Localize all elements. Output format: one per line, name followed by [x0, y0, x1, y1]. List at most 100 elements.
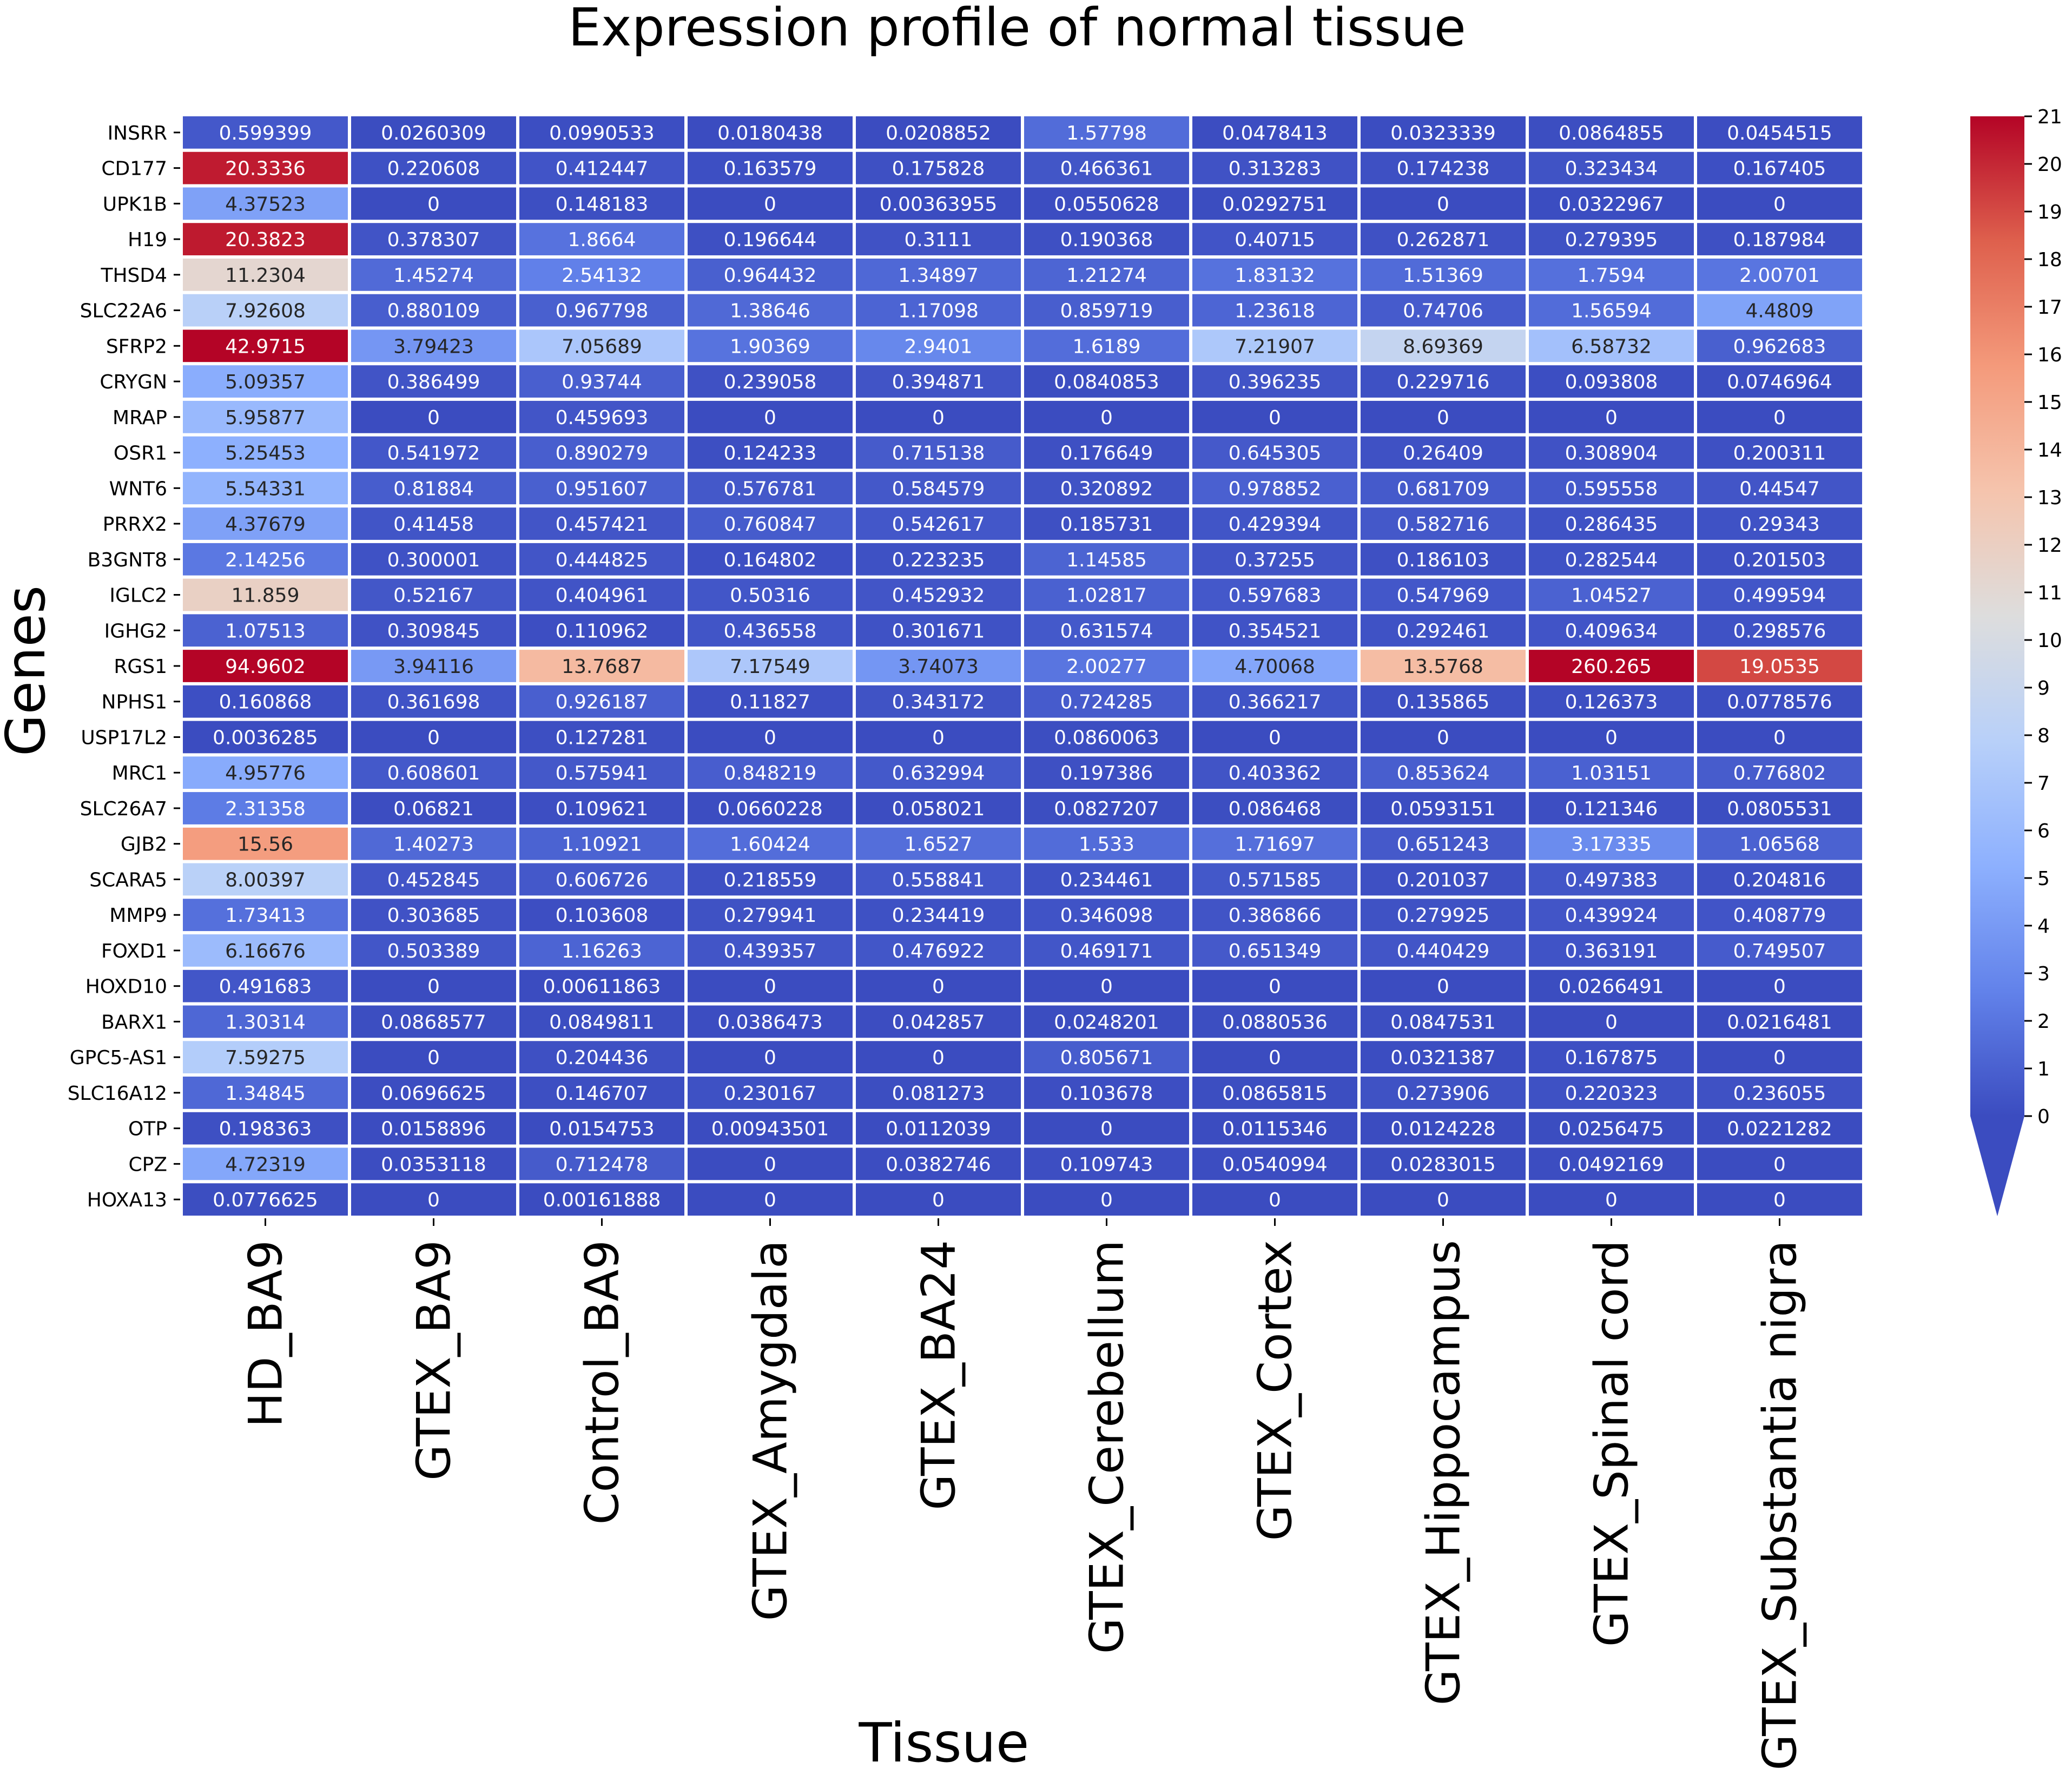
cell-value-label: 0.403362	[1229, 762, 1322, 784]
heatmap-cell	[351, 294, 516, 327]
heatmap-cell	[1697, 507, 1862, 540]
row-label: THSD4	[100, 265, 167, 287]
heatmap-cell	[351, 400, 516, 433]
heatmap-cell	[351, 543, 516, 576]
heatmap-cell	[1361, 756, 1526, 789]
heatmap-cell	[856, 151, 1021, 184]
heatmap-cell	[1697, 1005, 1862, 1038]
cell-value-label: 0.0827207	[1054, 798, 1159, 820]
heatmap-cell	[1361, 792, 1526, 824]
cell-value-label: 0.576781	[724, 478, 817, 500]
cell-value-label: 0.0323339	[1390, 122, 1496, 144]
cell-value-label: 0.651243	[1397, 834, 1490, 856]
heatmap-cell	[1361, 685, 1526, 718]
heatmap-cell	[688, 223, 853, 255]
heatmap-cell	[183, 1077, 348, 1109]
cell-value-label: 0	[427, 1047, 440, 1069]
heatmap-cell	[183, 827, 348, 860]
cell-value-label: 0.632994	[892, 762, 985, 784]
cell-value-label: 0.204436	[556, 1047, 649, 1069]
heatmap-cell	[1024, 969, 1189, 1002]
cell-value-label: 0.749507	[1733, 940, 1826, 962]
heatmap-cell	[1697, 187, 1862, 220]
heatmap-cell	[688, 1112, 853, 1145]
heatmap-cell	[519, 1077, 684, 1109]
cell-value-label: 0.163579	[724, 158, 817, 180]
cell-value-label: 0	[932, 976, 945, 998]
heatmap-cell	[519, 151, 684, 184]
cell-value-label: 0.81884	[393, 478, 474, 500]
heatmap-cell	[1024, 294, 1189, 327]
heatmap-cell	[183, 899, 348, 932]
heatmap-cell	[1529, 792, 1694, 824]
cell-value-label: 0.220608	[387, 158, 480, 180]
cell-value-label: 5.09357	[225, 371, 306, 393]
heatmap-cell	[519, 614, 684, 647]
cell-value-label: 0.967798	[556, 300, 649, 322]
row-label: OSR1	[114, 443, 167, 465]
heatmap-cell	[1697, 116, 1862, 149]
heatmap-cell	[1529, 365, 1694, 398]
heatmap-cell	[183, 969, 348, 1002]
heatmap-cell	[519, 365, 684, 398]
cell-value-label: 6.58732	[1571, 335, 1652, 358]
cell-value-label: 0.218559	[724, 869, 817, 891]
row-label: IGHG2	[104, 620, 167, 642]
heatmap-cell	[1192, 721, 1357, 754]
cell-value-label: 0	[764, 1047, 776, 1069]
cell-value-label: 0.146707	[556, 1083, 649, 1105]
heatmap-cell	[1024, 365, 1189, 398]
cell-value-label: 0.409634	[1565, 620, 1658, 642]
cell-value-label: 3.74073	[898, 656, 979, 678]
heatmap-cell	[1361, 151, 1526, 184]
cell-value-label: 0.0865815	[1222, 1083, 1328, 1105]
cell-value-label: 0	[932, 1047, 945, 1069]
cell-value-label: 0.597683	[1229, 585, 1322, 607]
colorbar-extend-min	[1970, 1116, 2024, 1216]
cell-value-label: 0.363191	[1565, 940, 1658, 962]
cell-value-label: 0.239058	[724, 371, 817, 393]
cell-value-label: 11.859	[232, 585, 300, 607]
cell-value-label: 0.042857	[892, 1011, 985, 1033]
cell-value-label: 42.9715	[225, 335, 306, 358]
cell-value-label: 0.584579	[892, 478, 985, 500]
heatmap-cell	[183, 187, 348, 220]
cell-value-label: 0.197386	[1060, 762, 1153, 784]
cell-value-label: 94.9602	[225, 656, 306, 678]
heatmap-cell	[1361, 507, 1526, 540]
row-label: MRC1	[112, 762, 167, 784]
cell-value-label: 0.110962	[556, 620, 649, 642]
heatmap-cell	[1529, 436, 1694, 469]
row-label: GPC5-AS1	[70, 1047, 167, 1069]
cell-value-label: 0.547969	[1397, 585, 1490, 607]
cell-value-label: 0.466361	[1060, 158, 1153, 180]
heatmap-cell	[688, 365, 853, 398]
heatmap-cell	[1192, 116, 1357, 149]
cell-value-label: 0.0216481	[1727, 1011, 1832, 1033]
row-label: GJB2	[121, 834, 167, 856]
heatmap-cell	[1024, 863, 1189, 896]
heatmap-cell	[1529, 1005, 1694, 1038]
cell-value-label: 0.176649	[1060, 443, 1153, 465]
heatmap-cell	[519, 543, 684, 576]
heatmap-cell	[351, 792, 516, 824]
heatmap-cell	[856, 1147, 1021, 1180]
heatmap-cell	[183, 365, 348, 398]
heatmap-cell	[1192, 792, 1357, 824]
cell-value-label: 0	[1605, 727, 1618, 749]
cell-value-label: 0.298576	[1733, 620, 1826, 642]
heatmap-cell	[183, 1147, 348, 1180]
heatmap-cell	[688, 1183, 853, 1216]
heatmap-cell	[1529, 400, 1694, 433]
colorbar-tick-label: 16	[2037, 344, 2062, 366]
heatmap-cell	[1697, 400, 1862, 433]
cell-value-label: 5.95877	[225, 407, 306, 429]
heatmap-cell	[351, 1005, 516, 1038]
cell-value-label: 0.599399	[219, 122, 312, 144]
heatmap-cell	[183, 223, 348, 255]
cell-value-label: 0.52167	[393, 585, 474, 607]
cell-value-label: 0	[764, 976, 776, 998]
cell-value-label: 0.41458	[393, 513, 474, 536]
cell-value-label: 0.0124228	[1390, 1118, 1496, 1140]
colorbar-tick-label: 15	[2037, 392, 2062, 414]
